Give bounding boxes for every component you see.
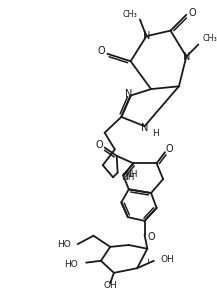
Text: HO: HO bbox=[64, 260, 78, 269]
Text: NH: NH bbox=[121, 173, 135, 182]
Text: OH: OH bbox=[103, 281, 117, 290]
Text: O: O bbox=[166, 145, 173, 154]
Text: CH₃: CH₃ bbox=[202, 35, 217, 44]
Text: O: O bbox=[188, 8, 196, 18]
Text: H: H bbox=[152, 129, 159, 138]
Text: O: O bbox=[147, 232, 155, 242]
Text: N: N bbox=[183, 52, 190, 62]
Text: N: N bbox=[141, 123, 148, 133]
Text: N: N bbox=[125, 89, 132, 99]
Text: O: O bbox=[95, 140, 103, 150]
Text: O: O bbox=[97, 46, 105, 56]
Text: CH₃: CH₃ bbox=[122, 10, 137, 19]
Text: OH: OH bbox=[160, 255, 174, 264]
Text: N: N bbox=[143, 31, 150, 41]
Text: NH: NH bbox=[124, 170, 138, 179]
Text: ': ' bbox=[147, 258, 150, 268]
Text: HO: HO bbox=[58, 240, 71, 249]
